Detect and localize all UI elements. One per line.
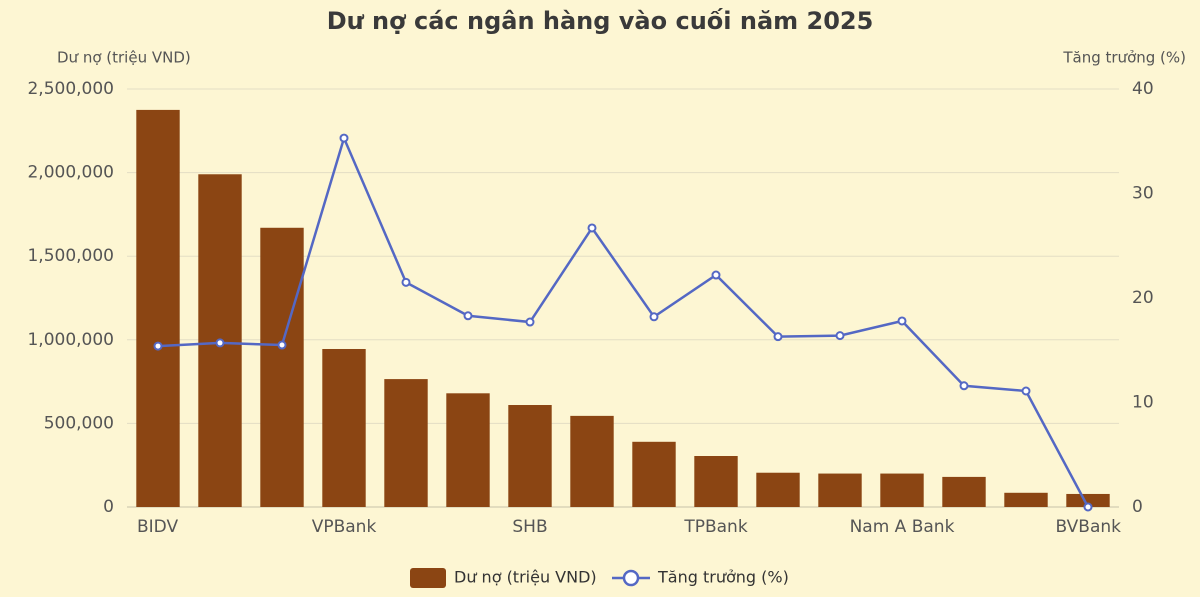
line	[157, 134, 1090, 508]
line-marker	[959, 381, 969, 391]
line-marker	[1083, 502, 1093, 512]
line-marker	[277, 340, 287, 350]
x-tick-label: BIDV	[137, 517, 178, 537]
legend-marker	[622, 569, 640, 587]
chart-title: Dư nợ các ngân hàng vào cuối năm 2025	[327, 7, 874, 35]
y-tick-label: 500,000	[44, 413, 114, 433]
bar	[632, 441, 676, 507]
legend-label: Dư nợ (triệu VND)	[454, 568, 597, 587]
x-tick-label: BVBank	[1056, 517, 1122, 537]
bar	[508, 405, 552, 507]
y-tick-label: 1,000,000	[27, 330, 114, 350]
y-tick-label: 1,500,000	[27, 246, 114, 266]
legend-label: Tăng trưởng (%)	[657, 568, 789, 587]
bar	[694, 456, 738, 507]
y2-tick-label: 40	[1132, 79, 1154, 99]
y2-tick-label: 0	[1132, 497, 1143, 517]
y2-tick-label: 30	[1132, 184, 1154, 204]
x-tick-label: TPBank	[683, 517, 747, 537]
bar	[384, 379, 428, 507]
y-axis-title: Dư nợ (triệu VND)	[57, 49, 191, 67]
line-marker	[339, 133, 349, 143]
y2-tick-label: 20	[1132, 288, 1154, 308]
line-marker	[153, 341, 163, 351]
line-marker	[1021, 386, 1031, 396]
line-marker	[897, 316, 907, 326]
bar	[818, 473, 862, 507]
bar	[1004, 492, 1048, 507]
bar	[322, 348, 366, 507]
line-marker	[215, 338, 225, 348]
y-tick-label: 2,000,000	[27, 163, 114, 183]
line-marker	[711, 270, 721, 280]
y-tick-label: 2,500,000	[27, 79, 114, 99]
x-tick-label: SHB	[512, 517, 547, 537]
line-marker	[463, 311, 473, 321]
y-tick-label: 0	[103, 497, 114, 517]
line-marker	[835, 331, 845, 341]
bar	[570, 415, 614, 507]
line-marker	[401, 277, 411, 287]
bar	[136, 109, 180, 508]
legend-swatch	[410, 568, 446, 588]
bar	[756, 472, 800, 507]
line-marker	[649, 312, 659, 322]
bar	[260, 227, 304, 507]
line-marker	[773, 332, 783, 342]
x-tick-label: Nam A Bank	[850, 517, 955, 537]
y2-axis-title: Tăng trưởng (%)	[1062, 49, 1186, 67]
bar	[1066, 493, 1110, 507]
bar	[942, 476, 986, 507]
x-tick-label: VPBank	[312, 517, 377, 537]
line-marker	[587, 223, 597, 233]
bar	[880, 473, 924, 507]
bar	[446, 393, 490, 507]
line-marker	[525, 317, 535, 327]
y2-tick-label: 10	[1132, 393, 1154, 413]
